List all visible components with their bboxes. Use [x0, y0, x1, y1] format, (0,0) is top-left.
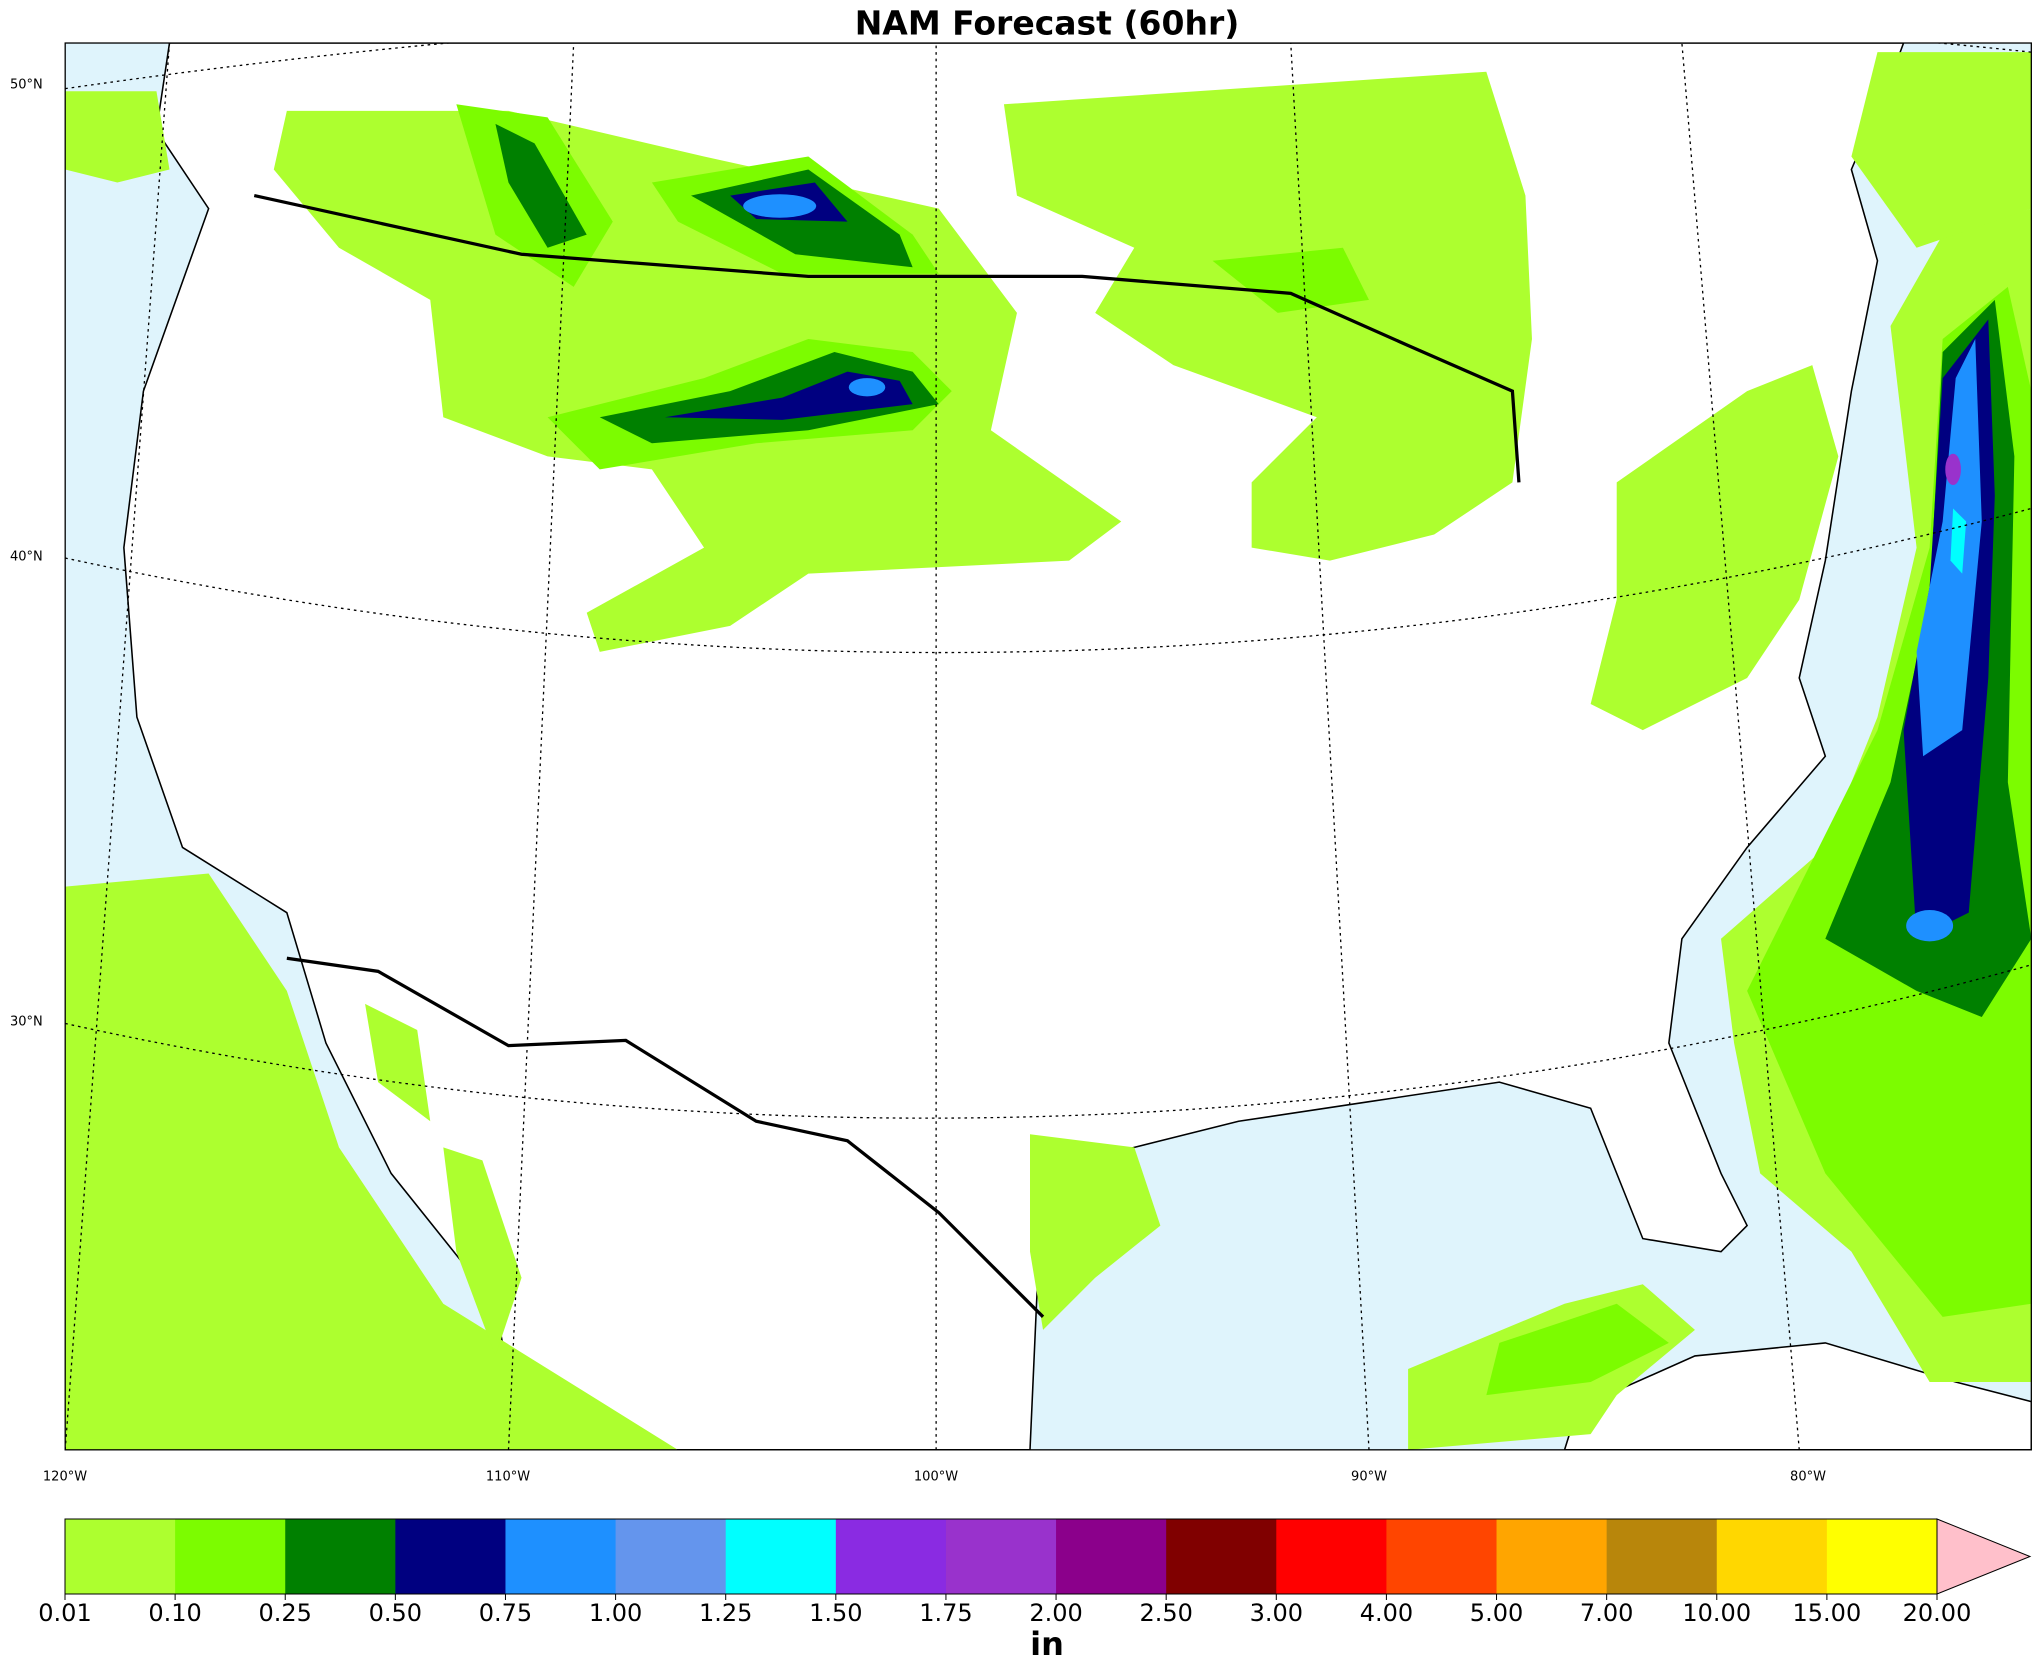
cuba: [1563, 1342, 2032, 1450]
colorbar-segment: [505, 1519, 617, 1594]
colorbar-segment: [1496, 1519, 1608, 1594]
map-frame: [64, 42, 2032, 1451]
colorbar-label: 2.00: [1029, 1599, 1082, 1627]
colorbar-label: 1.00: [589, 1599, 642, 1627]
colorbar-segment: [1606, 1519, 1718, 1594]
colorbar-label: 1.50: [809, 1599, 862, 1627]
colorbar-extension: [1936, 1518, 2032, 1595]
colorbar-segment: [1826, 1519, 1938, 1594]
colorbar-label: 15.00: [1793, 1599, 1862, 1627]
lat-label: 30°N: [10, 1015, 43, 1030]
colorbar-label: 0.25: [259, 1599, 312, 1627]
colorbar-segment: [835, 1519, 947, 1594]
graticule: [65, 43, 2032, 1450]
colorbar-unit: in: [1030, 1625, 1064, 1663]
colorbar-label: 1.75: [919, 1599, 972, 1627]
colorbar-label: 5.00: [1470, 1599, 1523, 1627]
colorbar-label: 3.00: [1250, 1599, 1303, 1627]
map-labels: 50°N 40°N 30°N 120°W 110°W 100°W 90°W 80°W: [10, 78, 1826, 1485]
lat-label: 50°N: [10, 78, 43, 93]
colorbar-label: 10.00: [1682, 1599, 1751, 1627]
borders: [253, 193, 1521, 1318]
lat-label: 40°N: [10, 550, 43, 565]
colorbar-segment: [65, 1519, 176, 1594]
colorbar-segment: [945, 1519, 1057, 1594]
colorbar-label: 0.75: [479, 1599, 532, 1627]
colorbar-label: 0.01: [38, 1599, 91, 1627]
lon-label: 90°W: [1351, 1470, 1387, 1485]
colorbar-segment: [615, 1519, 727, 1594]
lon-label: 110°W: [486, 1470, 530, 1485]
colorbar-label: 7.00: [1580, 1599, 1633, 1627]
map: [64, 42, 2032, 1451]
colorbar-label: 2.50: [1139, 1599, 1192, 1627]
colorbar-outline: [64, 1518, 1938, 1595]
colorbar-segment: [1056, 1519, 1167, 1594]
colorbar-segment: [1386, 1519, 1498, 1594]
precip-075: [743, 194, 1982, 942]
colorbar-label: 4.00: [1360, 1599, 1413, 1627]
colorbar-segment: [1716, 1519, 1828, 1594]
colorbar-segment: [725, 1519, 837, 1594]
colorbar-label: 1.25: [699, 1599, 752, 1627]
colorbar-segment: [1276, 1519, 1387, 1594]
colorbar-label: 20.00: [1903, 1599, 1972, 1627]
colorbar-segment: [395, 1519, 506, 1594]
precip-125: [1950, 508, 1967, 574]
colorbar: 0.01 0.10 0.25 0.50 0.75 1.00 1.25 1.50 1.75 2.00…: [38, 1518, 2032, 1663]
colorbar-label: 0.10: [148, 1599, 201, 1627]
colorbar-label: 0.50: [369, 1599, 422, 1627]
lon-label: 120°W: [43, 1470, 87, 1485]
colorbar-segment: [1166, 1519, 1277, 1594]
precip-175: [1945, 453, 1961, 486]
colorbar-segment: [285, 1519, 396, 1594]
lon-label: 100°W: [914, 1470, 958, 1485]
lon-label: 80°W: [1790, 1470, 1826, 1485]
map-title: NAM Forecast (60hr): [855, 4, 1240, 43]
colorbar-segment: [175, 1519, 286, 1594]
